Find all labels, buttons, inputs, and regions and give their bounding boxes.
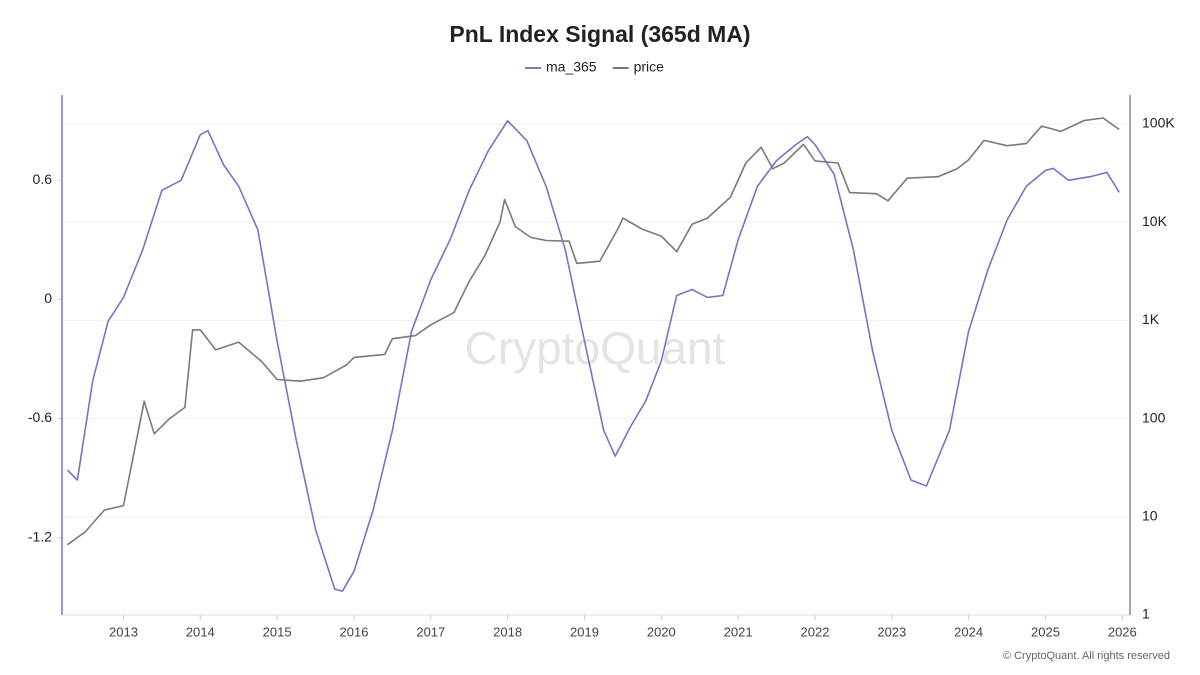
watermark: CryptoQuant: [465, 322, 726, 374]
y2-tick-label: 1: [1142, 606, 1150, 622]
y2-tick-label: 100: [1142, 409, 1166, 425]
series-line: [66, 120, 1120, 592]
y2-tick-label: 1K: [1142, 311, 1160, 327]
y2-tick-label: 100K: [1142, 115, 1175, 131]
x-tick-label: 2025: [1031, 624, 1060, 639]
x-tick-label: 2015: [263, 624, 292, 639]
y-tick-label: -0.6: [28, 409, 52, 425]
footer: © CryptoQuant. All rights reserved: [1003, 650, 1170, 662]
x-tick-label: 2020: [647, 624, 676, 639]
x-tick-label: 2026: [1108, 624, 1137, 639]
x-tick-label: 2021: [724, 624, 753, 639]
x-tick-label: 2022: [801, 624, 830, 639]
y-tick-label: 0.6: [33, 171, 53, 187]
y-tick-label: -1.2: [28, 528, 52, 544]
x-tick-label: 2023: [877, 624, 906, 639]
legend-label: ma_365: [546, 59, 597, 75]
x-tick-label: 2018: [493, 624, 522, 639]
chart-title: PnL Index Signal (365d MA): [449, 21, 750, 47]
x-tick-label: 2024: [954, 624, 983, 639]
x-tick-label: 2013: [109, 624, 138, 639]
y2-tick-label: 10: [1142, 507, 1158, 523]
x-tick-label: 2014: [186, 624, 215, 639]
x-tick-label: 2016: [340, 624, 369, 639]
x-tick-label: 2019: [570, 624, 599, 639]
legend-label: price: [634, 59, 665, 75]
y2-tick-label: 10K: [1142, 213, 1168, 229]
x-tick-label: 2017: [416, 624, 445, 639]
series-line: [66, 117, 1120, 546]
y-tick-label: 0: [44, 290, 52, 306]
